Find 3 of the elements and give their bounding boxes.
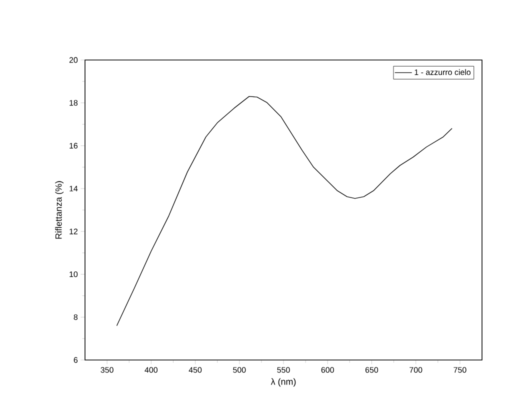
y-axis-title: Riflettanza (%): [55, 181, 64, 239]
line-series: [116, 96, 452, 326]
x-axis-title: λ (nm): [270, 378, 296, 387]
